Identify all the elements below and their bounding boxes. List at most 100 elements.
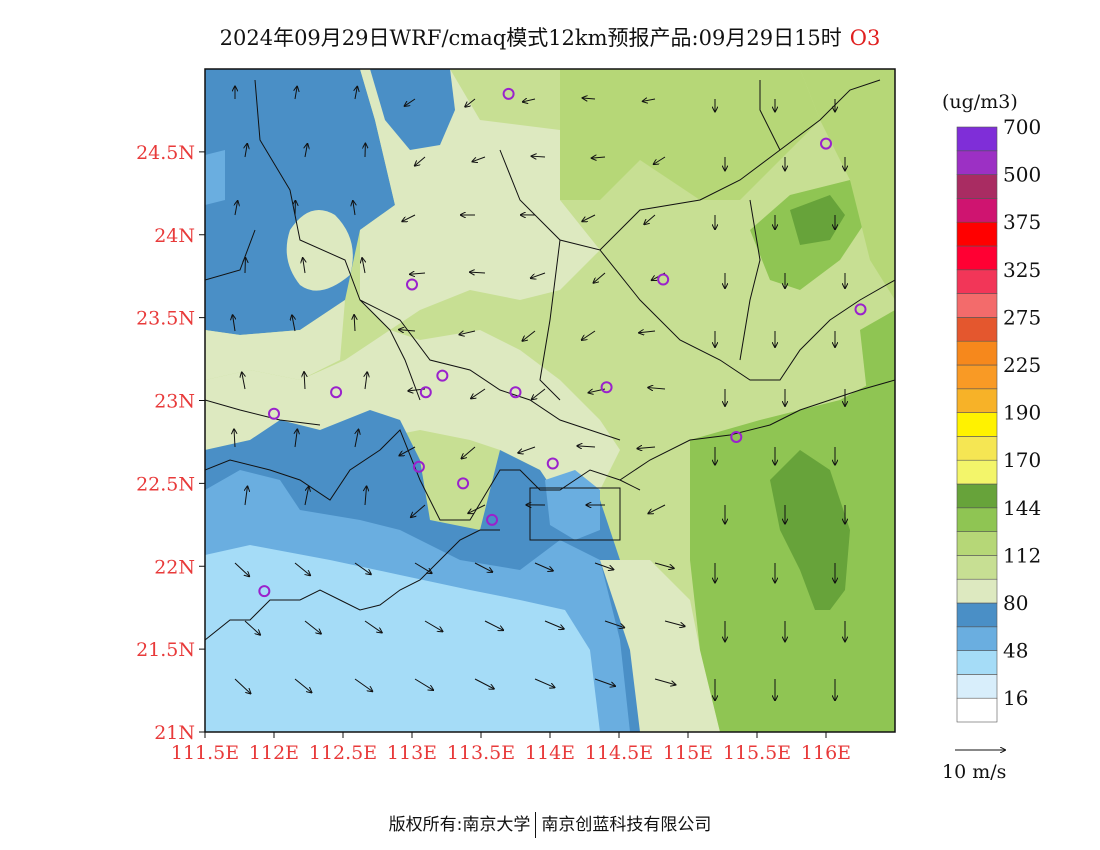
wind-arrow	[531, 272, 546, 278]
wind-arrow	[594, 272, 606, 283]
station-marker	[854, 303, 867, 316]
legend-swatch	[956, 578, 998, 604]
lon-label: 112E	[249, 742, 299, 764]
legend-label: 144	[1003, 496, 1041, 520]
wind-arrow	[353, 201, 355, 216]
lon-label: 112.5E	[309, 742, 377, 764]
wind-reference-label: 10 m/s	[942, 761, 1006, 783]
legend-label: 16	[1003, 686, 1028, 710]
legend-swatch	[956, 650, 998, 675]
wind-arrow	[465, 98, 476, 107]
wind-arrow	[472, 156, 486, 162]
lon-label: 113.5E	[447, 742, 515, 764]
wind-arrow	[484, 620, 503, 630]
wind-arrow	[294, 678, 311, 692]
legend-swatch	[956, 674, 998, 699]
wind-arrow	[234, 562, 249, 576]
lon-label: 115E	[663, 742, 713, 764]
pollutant-label: O3	[849, 26, 881, 50]
wind-arrow	[415, 156, 426, 166]
wind-arrow	[459, 330, 476, 335]
wind-arrow	[399, 330, 416, 331]
legend-swatch	[956, 364, 998, 390]
wind-arrow	[294, 562, 310, 575]
wind-arrow	[405, 98, 416, 106]
lon-label: 115.5E	[723, 742, 791, 764]
legend-swatch	[956, 388, 998, 413]
latitude-axis: 24.5N 24N 23.5N 23N 22.5N 22N 21.5N 21N	[136, 142, 205, 744]
wind-arrow	[644, 214, 656, 224]
wind-arrow	[399, 446, 416, 455]
legend-swatch	[956, 340, 998, 366]
wind-arrow	[295, 429, 297, 448]
station-marker	[730, 430, 743, 443]
station-marker	[502, 87, 515, 100]
lon-label: 111.5E	[171, 742, 239, 764]
legend-swatch	[956, 626, 998, 651]
legend-label: 80	[1003, 591, 1028, 615]
legend-swatch	[956, 293, 998, 318]
legend-label: 225	[1003, 353, 1041, 377]
station-marker	[657, 273, 670, 286]
legend-swatch	[956, 531, 998, 556]
wind-arrow	[402, 214, 416, 221]
wind-arrow	[355, 87, 357, 100]
station-marker	[509, 386, 522, 399]
wind-arrow	[474, 678, 494, 689]
station-marker	[268, 407, 280, 420]
legend-swatch	[956, 602, 998, 628]
wind-arrow	[654, 562, 674, 568]
legend-swatch	[956, 412, 998, 437]
lon-label: 114E	[525, 742, 575, 764]
longitude-axis: 111.5E 112E 112.5E 113E 113.5E 114E 114.5E 115E…	[171, 732, 851, 764]
wind-arrow	[594, 562, 613, 570]
lat-label: 23N	[154, 391, 195, 413]
wind-arrow	[414, 678, 433, 690]
station-marker	[419, 386, 432, 399]
legend-label: 275	[1003, 305, 1041, 329]
lat-label: 22N	[154, 556, 195, 578]
wind-arrow	[424, 620, 442, 631]
legend-label: 170	[1003, 448, 1041, 472]
lon-label: 114.5E	[585, 742, 653, 764]
station-marker	[820, 137, 832, 150]
wind-arrow	[304, 487, 309, 506]
wind-arrow	[303, 258, 305, 274]
wind-arrow	[518, 446, 536, 453]
wind-arrow	[244, 620, 260, 635]
legend-swatch	[956, 507, 998, 532]
title-text: 2024年09月29日WRF/cmaq模式12km预报产品:09月29日15时	[219, 26, 842, 50]
station-marker	[600, 381, 613, 394]
wind-arrow	[233, 315, 235, 332]
wind-vectors	[233, 87, 845, 701]
station-marker	[258, 585, 271, 598]
wind-arrow	[468, 504, 486, 513]
legend-swatch	[956, 198, 998, 223]
wind-arrow	[544, 620, 564, 629]
wind-arrow	[305, 144, 307, 158]
wind-arrow	[304, 620, 321, 634]
copyright-right: 南京创蓝科技有限公司	[541, 815, 712, 835]
wind-arrow	[354, 430, 358, 448]
station-marker	[457, 477, 470, 490]
wind-arrow	[532, 388, 546, 399]
lat-label: 21N	[154, 722, 195, 744]
wind-arrow	[474, 562, 492, 572]
wind-arrow	[234, 429, 235, 448]
wind-arrow	[245, 487, 247, 506]
legend-swatch	[956, 126, 998, 152]
wind-arrow	[648, 388, 666, 389]
lon-label: 113E	[387, 742, 437, 764]
station-marker	[436, 369, 449, 382]
wind-arrow	[292, 315, 295, 332]
legend-labels: 16 48 80 112 144 170 190 225 275 325 375 500 700	[1003, 115, 1041, 710]
wind-arrow	[414, 562, 432, 573]
wind-arrow	[664, 620, 685, 626]
wind-arrow	[654, 678, 675, 685]
footer-separator	[535, 812, 537, 838]
legend-label: 325	[1003, 258, 1041, 282]
wind-arrow	[534, 678, 554, 687]
wind-arrow	[411, 504, 426, 517]
wind-arrow	[365, 486, 367, 506]
wind-arrow	[654, 156, 666, 164]
